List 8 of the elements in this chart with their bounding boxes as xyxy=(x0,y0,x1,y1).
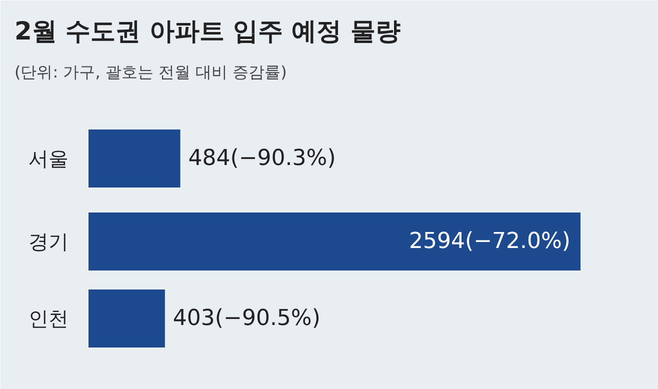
y-tick-label: 경기 xyxy=(28,230,68,254)
data-label: 484(−90.3%) xyxy=(188,146,336,171)
y-tick-label: 인천 xyxy=(28,306,68,330)
chart-subtitle: (단위: 가구, 괄호는 전월 대비 증감률) xyxy=(14,62,287,82)
data-label: 403(−90.5%) xyxy=(172,306,320,331)
y-tick-label: 서울 xyxy=(28,146,68,170)
data-label: 2594(−72.0%) xyxy=(409,229,571,254)
chart-title: 2월 수도권 아파트 입주 예정 물량 xyxy=(14,16,400,46)
